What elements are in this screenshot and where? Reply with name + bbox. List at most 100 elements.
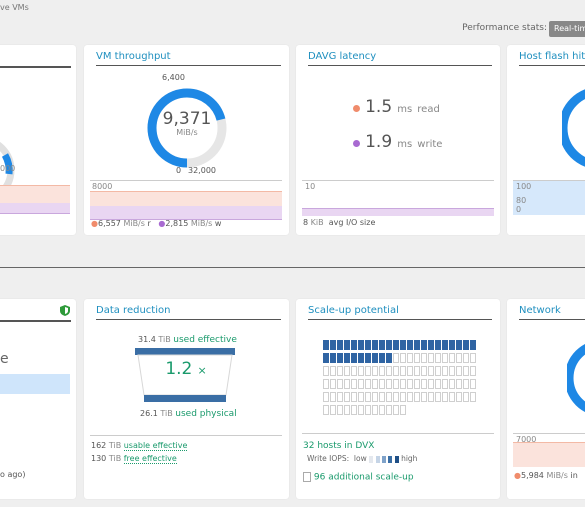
host-cell[interactable]: [449, 366, 455, 376]
host-cell[interactable]: [442, 366, 448, 376]
host-cell[interactable]: [400, 366, 406, 376]
host-cell[interactable]: [330, 392, 336, 402]
host-cell[interactable]: [337, 405, 343, 415]
host-cell[interactable]: [421, 392, 427, 402]
host-cell[interactable]: [442, 379, 448, 389]
host-cell[interactable]: [407, 366, 413, 376]
host-cell[interactable]: [379, 379, 385, 389]
host-cell[interactable]: [386, 379, 392, 389]
host-cell[interactable]: [330, 366, 336, 376]
card-title[interactable]: Host flash hit ra: [519, 51, 585, 66]
host-cell[interactable]: [393, 340, 399, 350]
host-cell[interactable]: [330, 405, 336, 415]
host-cell[interactable]: [463, 353, 469, 363]
host-cell[interactable]: [372, 353, 378, 363]
host-cell[interactable]: [393, 392, 399, 402]
host-cell[interactable]: [414, 340, 420, 350]
host-cell[interactable]: [351, 340, 357, 350]
host-cell[interactable]: [365, 405, 371, 415]
host-cell[interactable]: [393, 366, 399, 376]
host-cell[interactable]: [337, 340, 343, 350]
host-cell[interactable]: [428, 379, 434, 389]
host-cell[interactable]: [379, 405, 385, 415]
card-title[interactable]: Network: [519, 305, 585, 320]
host-cell[interactable]: [379, 340, 385, 350]
host-cell[interactable]: [337, 353, 343, 363]
host-cell[interactable]: [372, 392, 378, 402]
host-cell[interactable]: [456, 340, 462, 350]
host-cell[interactable]: [470, 379, 476, 389]
host-cell[interactable]: [435, 379, 441, 389]
host-cell[interactable]: [400, 405, 406, 415]
card-title[interactable]: DAVG latency: [308, 51, 492, 66]
card-title[interactable]: Data reduction: [96, 305, 281, 320]
host-cell[interactable]: [330, 340, 336, 350]
host-cell[interactable]: [449, 379, 455, 389]
card-title[interactable]: Scale-up potential: [308, 305, 492, 320]
host-cell[interactable]: [337, 392, 343, 402]
host-cell[interactable]: [463, 379, 469, 389]
breadcrumb[interactable]: ve VMs: [0, 3, 29, 12]
host-cell[interactable]: [414, 366, 420, 376]
host-cell[interactable]: [470, 353, 476, 363]
host-cell[interactable]: [442, 392, 448, 402]
host-cell[interactable]: [421, 366, 427, 376]
host-cell[interactable]: [414, 392, 420, 402]
host-cell[interactable]: [435, 340, 441, 350]
host-cell[interactable]: [421, 379, 427, 389]
host-cell[interactable]: [414, 379, 420, 389]
host-cell[interactable]: [470, 366, 476, 376]
host-cell[interactable]: [435, 353, 441, 363]
host-cell[interactable]: [470, 340, 476, 350]
host-cell[interactable]: [344, 392, 350, 402]
host-cell[interactable]: [428, 340, 434, 350]
host-cell[interactable]: [442, 340, 448, 350]
host-cell[interactable]: [330, 379, 336, 389]
host-cell[interactable]: [386, 353, 392, 363]
host-cell[interactable]: [463, 392, 469, 402]
host-cell[interactable]: [386, 340, 392, 350]
host-cell[interactable]: [351, 392, 357, 402]
host-cell[interactable]: [337, 379, 343, 389]
host-cell[interactable]: [365, 353, 371, 363]
host-cell[interactable]: [463, 366, 469, 376]
host-cell[interactable]: [372, 379, 378, 389]
host-cell[interactable]: [323, 366, 329, 376]
host-cell[interactable]: [372, 366, 378, 376]
host-cell[interactable]: [407, 340, 413, 350]
host-cell[interactable]: [456, 366, 462, 376]
host-cell[interactable]: [365, 366, 371, 376]
host-cell[interactable]: [428, 353, 434, 363]
host-cell[interactable]: [456, 392, 462, 402]
host-cell[interactable]: [372, 340, 378, 350]
host-cell[interactable]: [379, 353, 385, 363]
host-cell[interactable]: [344, 405, 350, 415]
host-cell[interactable]: [428, 366, 434, 376]
host-cell[interactable]: [358, 340, 364, 350]
host-cell[interactable]: [365, 340, 371, 350]
host-cell[interactable]: [379, 366, 385, 376]
host-cell[interactable]: [358, 405, 364, 415]
host-cell[interactable]: [358, 366, 364, 376]
host-cell[interactable]: [379, 392, 385, 402]
host-cell[interactable]: [386, 392, 392, 402]
host-cell[interactable]: [323, 405, 329, 415]
host-cell[interactable]: [365, 379, 371, 389]
host-cell[interactable]: [400, 392, 406, 402]
host-cell[interactable]: [358, 392, 364, 402]
host-cell[interactable]: [386, 405, 392, 415]
host-cell[interactable]: [351, 405, 357, 415]
host-cell[interactable]: [351, 353, 357, 363]
host-cell[interactable]: [435, 366, 441, 376]
host-cell[interactable]: [414, 353, 420, 363]
host-cell[interactable]: [407, 379, 413, 389]
host-cell[interactable]: [470, 392, 476, 402]
realtime-button[interactable]: Real-tim: [549, 21, 585, 37]
host-cell[interactable]: [449, 340, 455, 350]
host-cell[interactable]: [435, 392, 441, 402]
host-cell[interactable]: [358, 379, 364, 389]
host-cell[interactable]: [463, 340, 469, 350]
host-cell[interactable]: [407, 392, 413, 402]
host-cell[interactable]: [393, 379, 399, 389]
host-cell[interactable]: [344, 366, 350, 376]
